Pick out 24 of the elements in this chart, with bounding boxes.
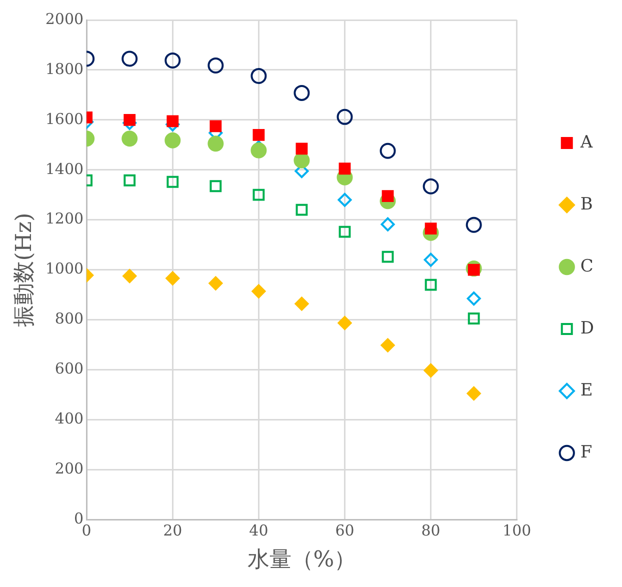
x-tick-label: 40 [249, 521, 268, 540]
y-tick-label: 600 [54, 360, 84, 378]
legend-label: F [580, 442, 592, 462]
x-axis-title: 水量（%） [247, 548, 356, 573]
legend-label: E [580, 380, 593, 400]
y-tick-label: 200 [54, 460, 84, 478]
y-tick-label: 0 [74, 509, 84, 528]
legend-label: B [580, 194, 593, 214]
y-tick-label: 1200 [45, 210, 84, 228]
y-tick-label: 800 [54, 310, 84, 328]
y-tick-label: 2000 [45, 10, 84, 28]
legend-label: A [579, 132, 594, 152]
y-tick-label: 1400 [45, 160, 84, 178]
legend-label: D [580, 318, 594, 338]
y-tick-label: 1800 [45, 60, 84, 78]
y-axis-title: 振動数(Hz) [12, 212, 37, 327]
y-tick-label: 400 [54, 410, 84, 428]
x-tick-label: 100 [502, 521, 532, 540]
y-tick-label: 1000 [45, 260, 84, 278]
x-tick-label: 80 [421, 521, 440, 540]
legend-label: C [580, 256, 594, 276]
y-tick-label: 1600 [45, 110, 84, 128]
x-tick-label: 20 [163, 521, 182, 540]
x-tick-label: 60 [335, 521, 354, 540]
